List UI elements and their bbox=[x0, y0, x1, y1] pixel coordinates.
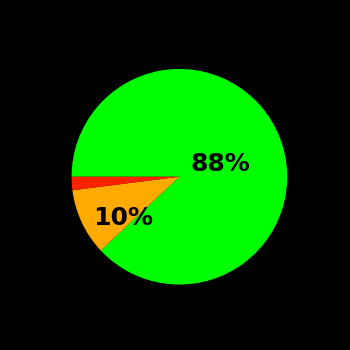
Wedge shape bbox=[71, 69, 287, 285]
Wedge shape bbox=[71, 177, 179, 190]
Text: 88%: 88% bbox=[190, 152, 250, 176]
Wedge shape bbox=[72, 177, 179, 251]
Text: 10%: 10% bbox=[93, 206, 153, 230]
